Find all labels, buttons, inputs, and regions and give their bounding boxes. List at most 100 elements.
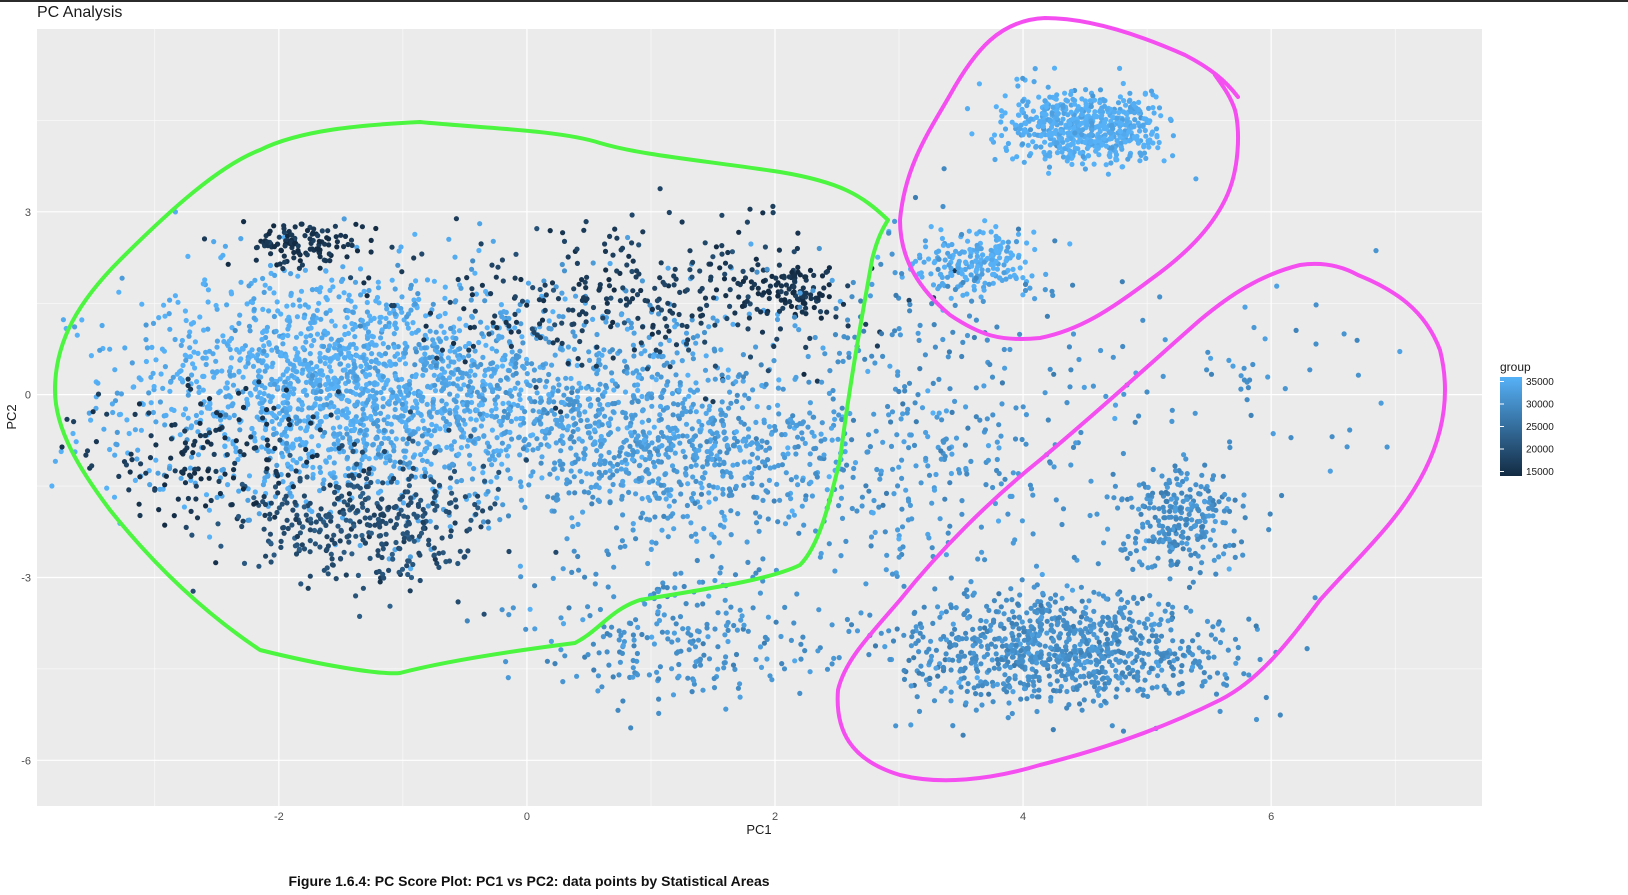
data-point <box>649 539 655 545</box>
data-point <box>364 293 370 299</box>
data-point <box>223 394 229 400</box>
data-point <box>1058 128 1064 134</box>
data-point <box>1026 132 1032 138</box>
data-point <box>583 311 589 317</box>
data-point <box>642 297 648 304</box>
data-point <box>674 350 680 356</box>
data-point <box>676 433 682 439</box>
data-point <box>672 266 678 272</box>
data-point <box>811 304 817 311</box>
data-point <box>740 352 747 358</box>
data-point <box>1117 134 1123 140</box>
data-point <box>597 457 604 463</box>
data-point <box>294 314 300 320</box>
data-point <box>272 484 279 490</box>
data-point <box>260 435 266 441</box>
data-point <box>1102 124 1108 130</box>
data-point <box>492 401 499 407</box>
data-point <box>490 366 496 372</box>
data-point <box>755 442 761 448</box>
data-point <box>410 465 416 471</box>
data-point <box>210 369 216 375</box>
data-point <box>685 372 691 378</box>
data-point <box>521 420 527 426</box>
data-point <box>586 423 592 429</box>
data-point <box>635 374 641 380</box>
data-point <box>725 367 731 373</box>
data-point <box>512 385 518 391</box>
data-point <box>323 522 329 529</box>
data-point <box>630 258 636 264</box>
data-point <box>371 512 377 518</box>
data-point <box>29 298 34 303</box>
data-point <box>267 262 274 269</box>
data-point <box>733 379 739 385</box>
data-point <box>344 388 350 394</box>
data-point <box>627 443 633 449</box>
data-point <box>663 496 669 502</box>
data-point <box>802 440 808 446</box>
data-point <box>95 380 101 386</box>
data-point <box>293 551 300 557</box>
data-point <box>227 372 233 378</box>
data-point <box>1027 127 1034 133</box>
data-point <box>448 325 454 332</box>
data-point <box>549 280 556 286</box>
data-point <box>1054 103 1060 109</box>
data-point <box>393 325 399 331</box>
data-point <box>343 414 349 420</box>
data-point <box>400 494 406 500</box>
data-point <box>741 459 747 465</box>
data-point <box>365 388 371 394</box>
data-point <box>664 323 670 329</box>
data-point <box>807 451 813 457</box>
data-point <box>327 356 333 362</box>
data-point <box>799 430 805 436</box>
data-point <box>647 449 653 455</box>
data-point <box>720 491 726 497</box>
data-point <box>689 317 695 323</box>
data-point <box>323 294 329 301</box>
data-point <box>456 328 463 334</box>
data-point <box>287 405 293 411</box>
data-point <box>734 392 740 398</box>
data-point <box>343 572 349 578</box>
data-point <box>670 359 676 365</box>
data-point <box>1137 158 1143 164</box>
data-point <box>1020 75 1026 81</box>
data-point <box>148 400 154 406</box>
data-point <box>623 415 629 421</box>
data-point <box>586 349 592 355</box>
data-point <box>280 372 286 378</box>
data-point <box>660 407 667 413</box>
data-point <box>490 320 496 326</box>
data-point <box>676 416 683 422</box>
data-point <box>263 553 269 559</box>
data-point <box>489 408 495 414</box>
data-point <box>568 445 574 451</box>
data-point <box>1026 153 1033 159</box>
data-point <box>480 470 486 476</box>
data-point <box>649 395 655 401</box>
data-point <box>58 448 64 455</box>
data-point <box>979 271 985 277</box>
data-point <box>1085 153 1091 159</box>
data-point <box>1109 662 1115 669</box>
data-point <box>298 581 304 587</box>
data-point <box>353 593 359 599</box>
data-point <box>293 437 300 443</box>
data-point <box>702 339 708 345</box>
data-point <box>307 549 313 555</box>
data-point <box>452 254 458 260</box>
data-point <box>488 373 495 379</box>
data-point <box>556 313 562 319</box>
data-point <box>665 454 672 460</box>
data-point <box>373 298 379 304</box>
data-point <box>217 412 223 418</box>
data-point <box>688 533 695 539</box>
data-point <box>594 448 600 454</box>
data-point <box>576 312 583 318</box>
data-point <box>400 531 406 537</box>
data-point <box>280 334 286 341</box>
data-point <box>322 360 328 367</box>
